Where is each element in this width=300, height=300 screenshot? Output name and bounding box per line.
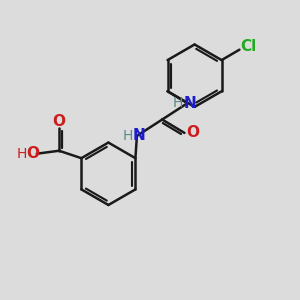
Text: H: H	[173, 96, 183, 110]
Text: H: H	[122, 129, 133, 143]
Text: H: H	[17, 147, 27, 161]
Text: N: N	[183, 96, 196, 111]
Text: O: O	[26, 146, 39, 161]
Text: O: O	[186, 125, 199, 140]
Text: O: O	[52, 113, 66, 128]
Text: N: N	[133, 128, 146, 143]
Text: Cl: Cl	[240, 39, 256, 54]
